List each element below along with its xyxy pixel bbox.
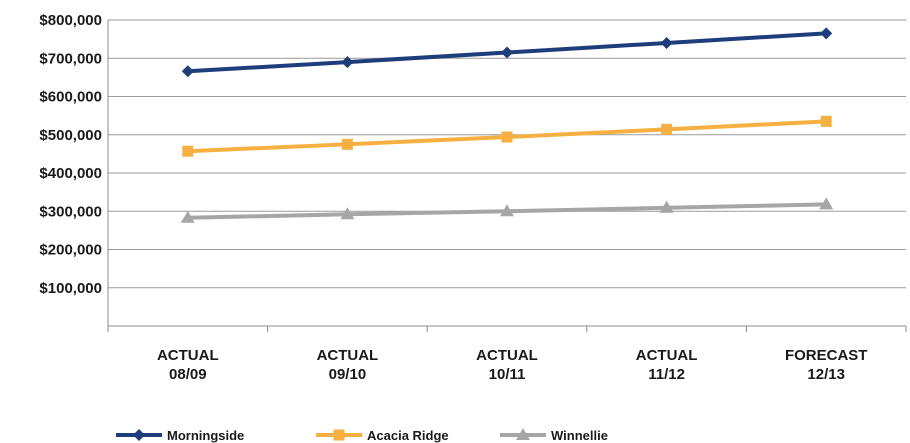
y-tick-label: $400,000 bbox=[39, 165, 102, 182]
data-point bbox=[820, 27, 833, 40]
data-point bbox=[659, 200, 674, 213]
data-point bbox=[820, 115, 832, 127]
x-tick-label: ACTUAL 08/09 bbox=[157, 347, 219, 383]
data-point bbox=[341, 56, 354, 69]
data-point bbox=[340, 207, 355, 220]
legend-item: Morningside bbox=[116, 428, 244, 443]
data-point bbox=[501, 131, 513, 143]
y-tick-label: $600,000 bbox=[39, 89, 102, 106]
y-tick-label: $100,000 bbox=[39, 280, 102, 297]
data-point bbox=[341, 138, 353, 150]
plot-area bbox=[180, 27, 834, 223]
legend-label: Morningside bbox=[167, 428, 244, 443]
legend-marker bbox=[333, 429, 345, 441]
x-axis: ACTUAL 08/09 ACTUAL 09/10 ACTUAL 10/11 ACTUAL 1… bbox=[107, 325, 907, 383]
data-point bbox=[500, 204, 514, 217]
y-axis: $100,000 $200,000 $300,000 $400,000 $500,000… bbox=[39, 12, 109, 326]
series-winnellie bbox=[180, 197, 834, 223]
data-point bbox=[501, 46, 513, 59]
legend-item: Winnellie bbox=[500, 428, 608, 443]
x-tick-label: ACTUAL 10/11 bbox=[476, 347, 538, 383]
y-tick-label: $700,000 bbox=[39, 50, 102, 67]
y-tick-label: $800,000 bbox=[39, 12, 102, 29]
legend-label: Acacia Ridge bbox=[367, 428, 449, 443]
legend-marker bbox=[516, 428, 530, 440]
y-tick-label: $200,000 bbox=[39, 242, 102, 259]
legend-item: Acacia Ridge bbox=[316, 428, 449, 443]
gridlines bbox=[108, 19, 906, 289]
legend-marker bbox=[133, 429, 145, 441]
data-point bbox=[181, 65, 194, 78]
data-point bbox=[661, 123, 673, 135]
x-tick-label: ACTUAL 09/10 bbox=[317, 347, 379, 383]
y-tick-label: $500,000 bbox=[39, 127, 102, 144]
x-tick-label: FORECAST 12/13 bbox=[785, 347, 868, 383]
x-tick-label: ACTUAL 11/12 bbox=[636, 347, 698, 383]
y-tick-label: $300,000 bbox=[39, 203, 102, 220]
legend: Morningside Acacia Ridge Winnellie bbox=[116, 428, 608, 443]
data-point bbox=[660, 36, 673, 49]
series-acacia-ridge bbox=[182, 115, 832, 157]
data-point bbox=[819, 197, 834, 210]
data-point bbox=[182, 145, 194, 157]
legend-label: Winnellie bbox=[551, 428, 608, 443]
series-morningside bbox=[181, 27, 833, 78]
data-point bbox=[180, 210, 195, 223]
